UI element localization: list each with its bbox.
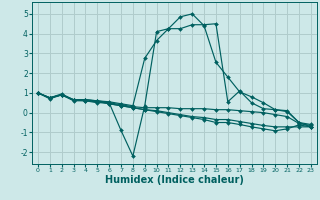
X-axis label: Humidex (Indice chaleur): Humidex (Indice chaleur) (105, 175, 244, 185)
